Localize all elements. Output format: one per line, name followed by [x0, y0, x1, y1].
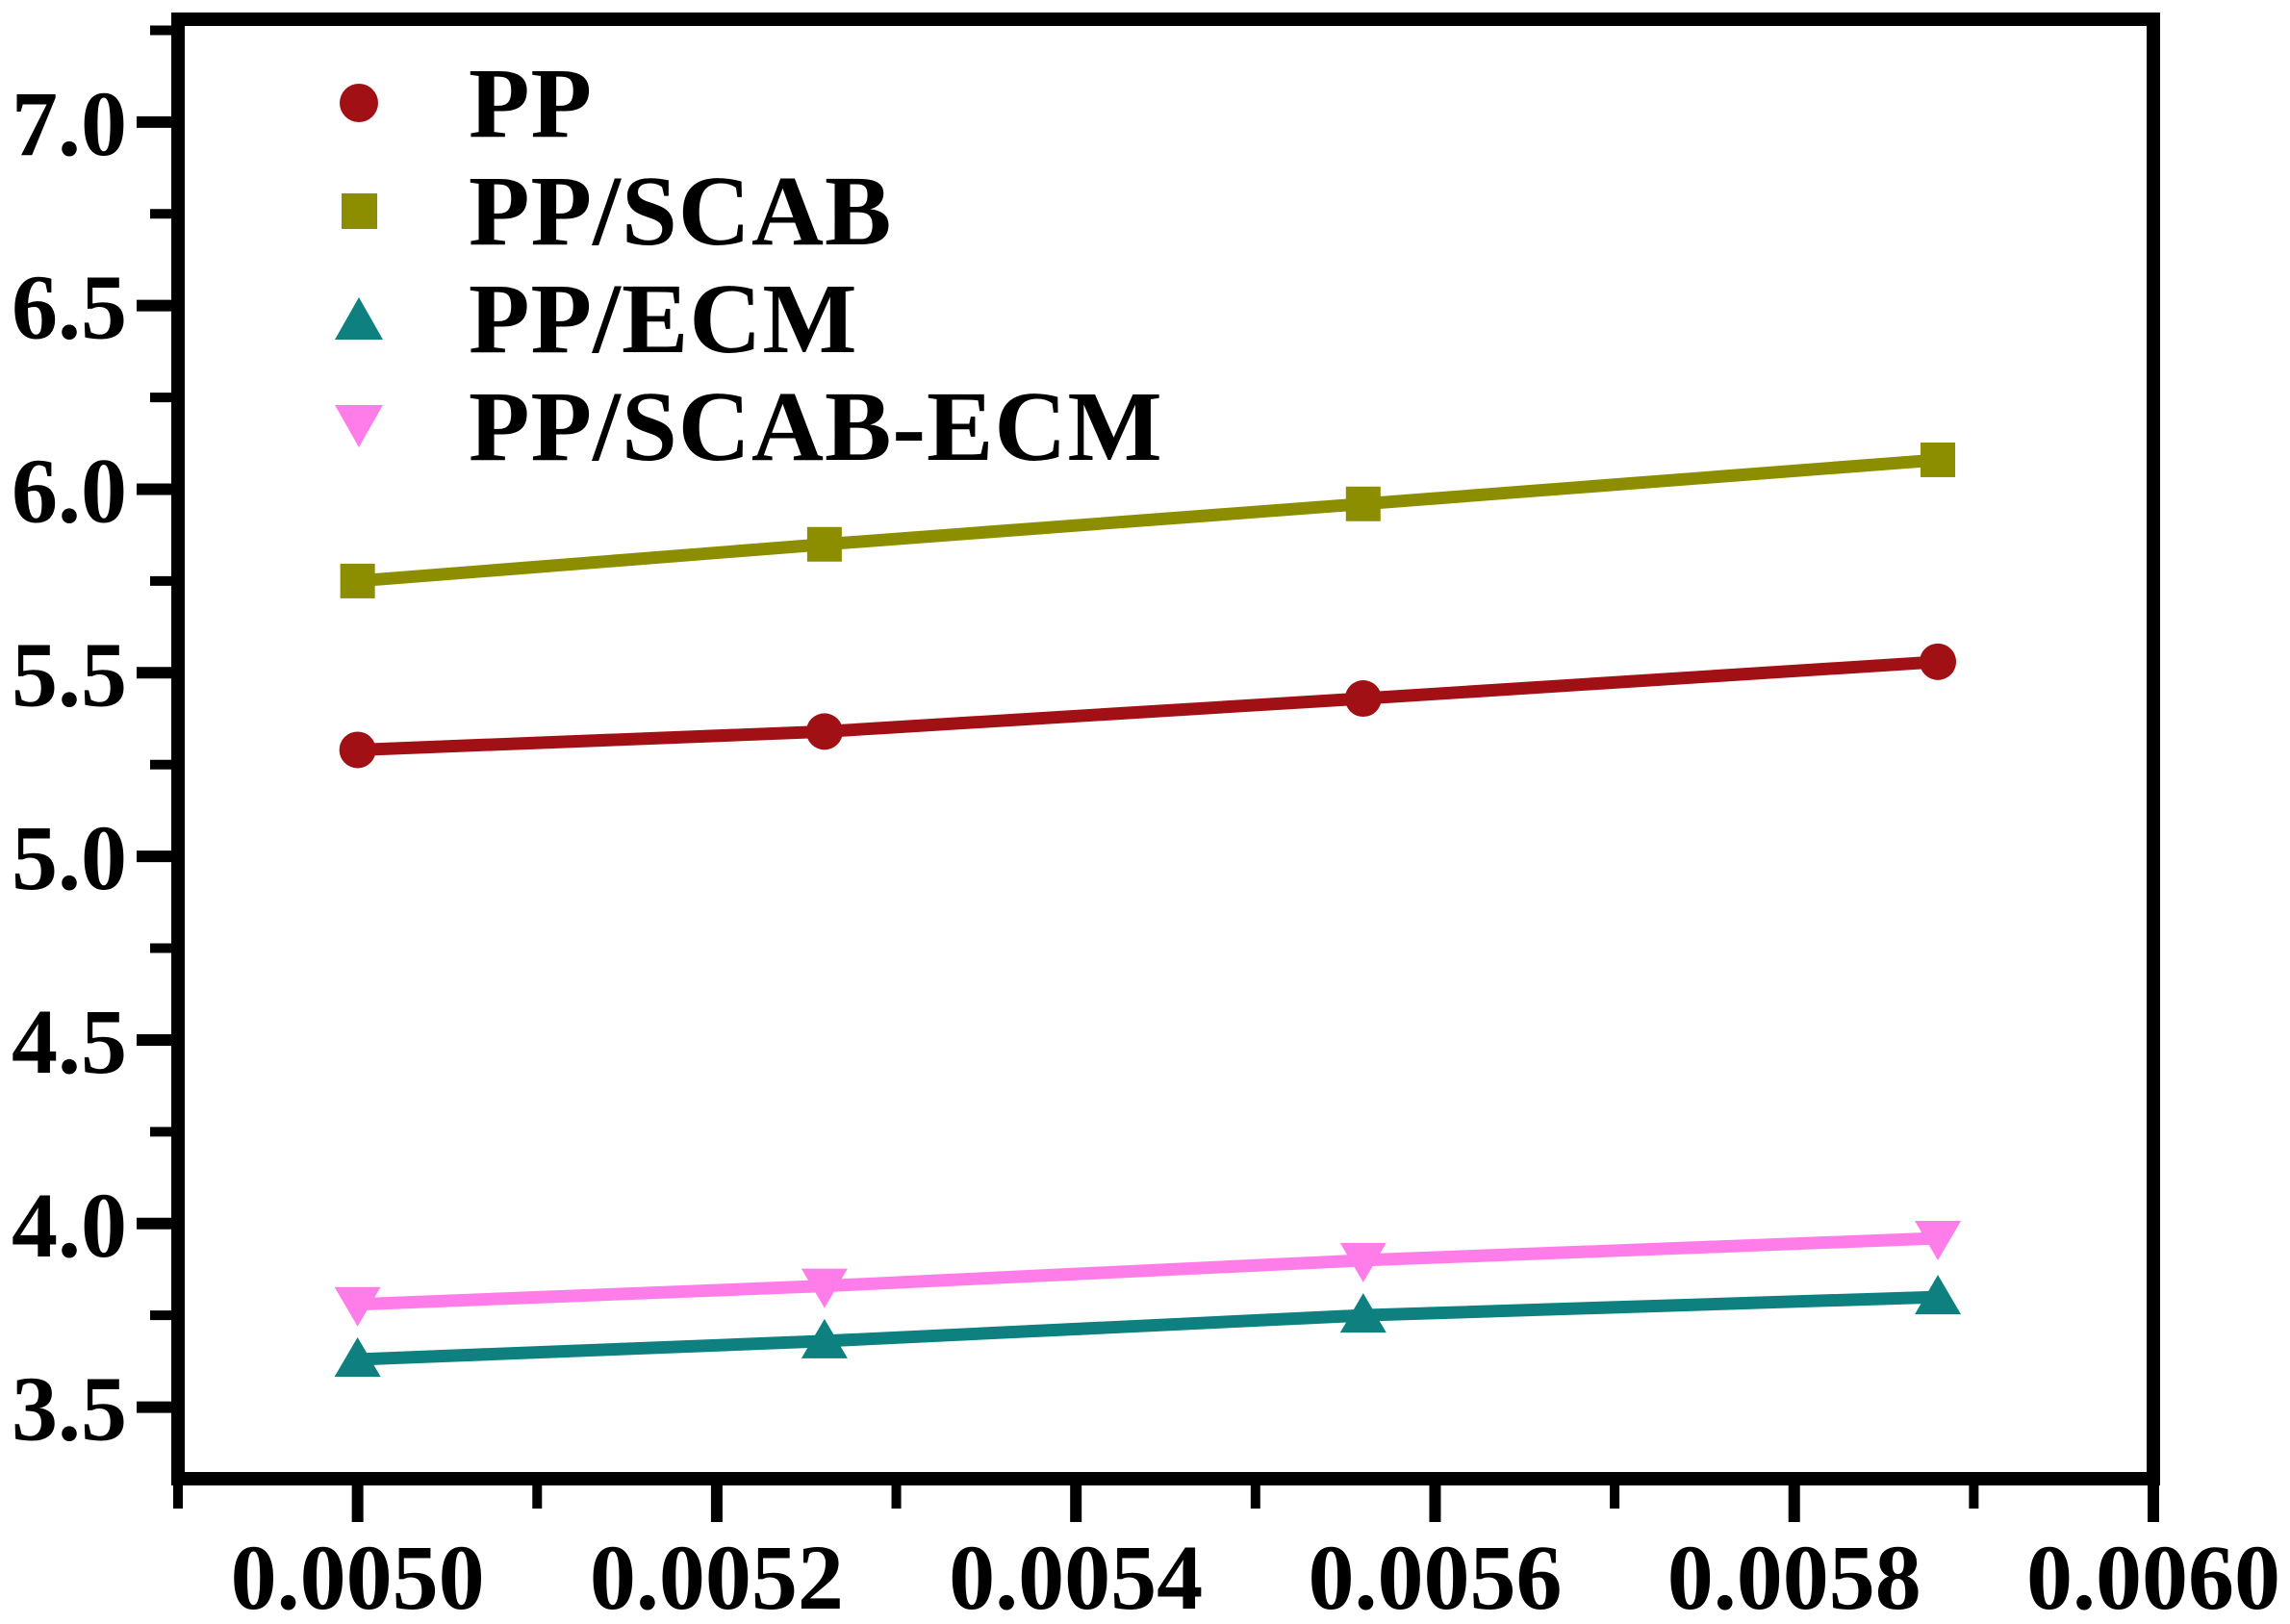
data-point-pp-ecm [334, 1336, 381, 1377]
y-axis-tick-labels: 3.5 4.0 4.5 5.0 5.5 6.0 6.5 7.0 [12, 72, 127, 1460]
x-tick-label: 0.0058 [1667, 1526, 1921, 1624]
data-point-pp [805, 713, 843, 750]
legend-marker-box [332, 372, 386, 480]
legend-item-pp: PP [332, 48, 1294, 159]
x-tick-label: 0.0060 [2026, 1526, 2280, 1624]
data-point-pp-scab-ecm [801, 1268, 848, 1308]
triangle-down-marker-icon [335, 405, 383, 447]
series-line-pp-scab [357, 453, 1939, 588]
series-pp-ecm [334, 1275, 1962, 1377]
series-line-pp-scab-ecm [357, 1231, 1939, 1311]
series-pp-scab-ecm [334, 1221, 1962, 1327]
legend-item-pp-scab-ecm: PP/SCAB-ECM [332, 371, 1294, 482]
data-point-pp-scab [1921, 442, 1956, 477]
legend-marker-box [332, 265, 386, 372]
triangle-up-marker-icon [335, 297, 383, 340]
data-point-pp-scab-ecm [334, 1286, 381, 1327]
y-tick-label: 3.5 [12, 1358, 127, 1460]
y-tick-label: 6.0 [12, 439, 127, 542]
legend-marker-box [332, 49, 386, 157]
data-point-pp-ecm [1915, 1275, 1962, 1315]
data-point-pp-scab [1345, 486, 1381, 521]
y-tick-label: 5.0 [12, 806, 127, 909]
legend-label-pp: PP [469, 47, 594, 159]
x-tick-label: 0.0052 [590, 1526, 844, 1624]
x-tick-label: 0.0050 [231, 1526, 485, 1624]
y-tick-label: 5.5 [12, 622, 127, 725]
legend-item-pp-scab: PP/SCAB [332, 155, 1294, 266]
y-tick-label: 6.5 [12, 256, 127, 359]
data-point-pp-scab-ecm [1915, 1221, 1962, 1261]
x-axis-tick-labels: 0.0050 0.0052 0.0054 0.0056 0.0058 0.0060 [231, 1526, 2280, 1624]
series-line-pp [357, 655, 1939, 756]
y-tick-label: 7.0 [12, 72, 127, 175]
legend-label-pp-scab-ecm: PP/SCAB-ECM [469, 370, 1163, 482]
series-pp [339, 643, 1957, 769]
data-point-pp [1920, 643, 1957, 680]
data-point-pp-ecm [1339, 1293, 1387, 1333]
x-tick-label: 0.0056 [1308, 1526, 1562, 1624]
x-axis-ticks [173, 1485, 2159, 1522]
data-point-pp-scab-ecm [1339, 1242, 1387, 1282]
data-point-pp [1344, 680, 1382, 718]
data-point-pp [339, 731, 376, 769]
y-tick-label: 4.0 [12, 1174, 127, 1277]
data-point-pp-scab [340, 563, 375, 598]
legend: PP PP/SCAB PP/ECM PP/SCAB-ECM [0, 0, 1251, 539]
series-pp-scab [340, 442, 1956, 598]
circle-marker-icon [340, 84, 378, 122]
data-point-pp-ecm [801, 1318, 848, 1358]
y-tick-label: 4.5 [12, 990, 127, 1093]
series-line-pp-ecm [357, 1290, 1939, 1366]
plot-frame [171, 13, 2160, 1485]
x-tick-label: 0.0054 [949, 1526, 1203, 1624]
legend-marker-box [332, 157, 386, 265]
legend-label-pp-scab: PP/SCAB [469, 155, 893, 266]
square-marker-icon [341, 192, 377, 229]
y-axis-ticks [137, 25, 171, 1413]
legend-label-pp-ecm: PP/ECM [469, 263, 858, 374]
legend-item-pp-ecm: PP/ECM [332, 264, 1294, 374]
data-point-pp-scab [806, 526, 842, 562]
